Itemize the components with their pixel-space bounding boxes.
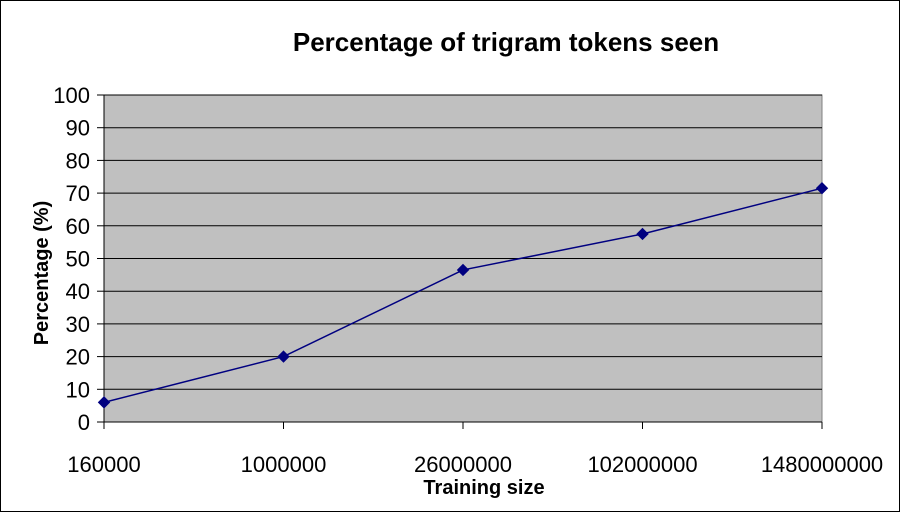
x-tick-label: 26000000 (414, 452, 512, 477)
y-tick-label: 90 (66, 116, 90, 141)
y-axis-tick-labels: 0 10 20 30 40 50 60 70 80 90 100 (53, 83, 90, 435)
y-tick-label: 100 (53, 83, 90, 108)
y-tick-label: 0 (78, 410, 90, 435)
y-tick-label: 80 (66, 148, 90, 173)
x-axis-tick-labels: 160000 1000000 26000000 102000000 1480000000 (67, 452, 883, 477)
x-tick-label: 1000000 (241, 452, 327, 477)
x-axis-label: Training size (423, 477, 544, 499)
y-tick-label: 30 (66, 312, 90, 337)
x-tick-label: 1480000000 (761, 452, 883, 477)
data-point-marker (815, 181, 829, 195)
x-tick-label: 102000000 (587, 452, 697, 477)
chart-title: Percentage of trigram tokens seen (293, 27, 719, 57)
data-point-marker (456, 263, 470, 277)
y-tick-label: 70 (66, 181, 90, 206)
data-point-marker (277, 350, 290, 363)
data-point-marker (97, 396, 111, 409)
y-axis-label: Percentage (%) (31, 201, 53, 346)
y-tick-label: 40 (66, 279, 90, 304)
data-point-marker (636, 227, 649, 241)
y-tick-label: 10 (66, 377, 90, 402)
x-tick-label: 160000 (67, 452, 140, 477)
axes (97, 94, 823, 429)
y-tick-label: 60 (66, 214, 90, 239)
y-tick-label: 50 (66, 247, 90, 272)
y-tick-label: 20 (66, 345, 90, 370)
gridlines (104, 94, 822, 390)
series-layer (97, 181, 829, 409)
